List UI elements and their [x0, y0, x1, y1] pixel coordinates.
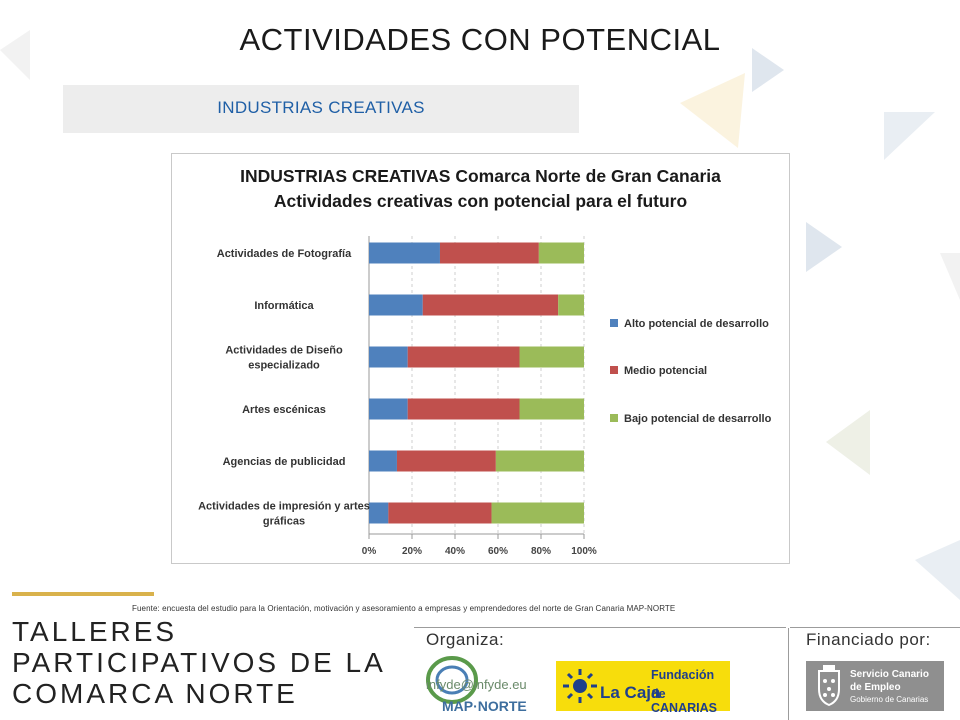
bar-segment	[369, 398, 408, 420]
map-norte-logo-text: MAP·NORTE	[442, 698, 527, 714]
x-tick-label: 60%	[488, 546, 508, 557]
talleres-line-1: TALLERES	[12, 616, 178, 647]
bar-segment	[407, 346, 520, 368]
bar-segment	[369, 242, 440, 264]
talleres-heading: TALLERES PARTICIPATIVOS DE LA COMARCA NO…	[12, 616, 386, 709]
fundacion-la-caja-logo: Fundación La Caja de CANARIAS	[556, 661, 730, 715]
talleres-line-2: PARTICIPATIVOS DE LA	[12, 647, 386, 678]
financiado-label: Financiado por:	[806, 630, 931, 649]
caja-canarias-text: de CANARIAS	[651, 687, 717, 715]
coat-of-arms-icon	[818, 665, 840, 707]
sce-line-1: Servicio Canario	[850, 669, 929, 680]
category-label: Agencias de publicidad	[223, 456, 346, 468]
section-title: INDUSTRIAS CREATIVAS	[217, 98, 425, 117]
contact-email[interactable]: infyde@infyde.eu	[426, 677, 527, 692]
accent-line	[12, 592, 154, 596]
bar-segment	[538, 242, 584, 264]
category-label: gráficas	[263, 516, 305, 528]
footer-divider-vertical	[788, 628, 789, 720]
sce-line-2: de Empleo	[850, 682, 901, 693]
bar-segment	[519, 398, 584, 420]
legend-swatch	[610, 366, 618, 374]
organiza-label: Organiza:	[426, 630, 505, 649]
bar-segment	[388, 502, 492, 524]
x-tick-label: 40%	[445, 546, 465, 557]
page-title: ACTIVIDADES CON POTENCIAL	[239, 22, 721, 57]
sce-line-3: Gobierno de Canarias	[850, 695, 929, 704]
bar-segment	[369, 502, 389, 524]
chart-title-line-1: INDUSTRIAS CREATIVAS Comarca Norte de Gr…	[240, 166, 721, 186]
footer-divider-right	[790, 627, 960, 628]
category-label: Actividades de impresión y artes	[198, 501, 370, 513]
chart-title-line-2: Actividades creativas con potencial para…	[273, 191, 688, 211]
legend-label: Bajo potencial de desarrollo	[624, 413, 772, 425]
category-label: Artes escénicas	[242, 404, 326, 416]
section-band: INDUSTRIAS CREATIVAS	[63, 85, 579, 133]
bar-segment	[519, 346, 584, 368]
legend-swatch	[610, 319, 618, 327]
bar-segment	[439, 242, 539, 264]
x-tick-label: 0%	[362, 546, 377, 557]
category-label: Informática	[254, 300, 314, 312]
legend-label: Medio potencial	[624, 365, 707, 377]
bar-segment	[558, 294, 584, 316]
x-tick-label: 100%	[571, 546, 597, 557]
category-label: Actividades de Fotografía	[217, 248, 352, 260]
servicio-canario-empleo-logo: Servicio Canario de Empleo Gobierno de C…	[806, 661, 944, 711]
caja-fundacion-text: Fundación	[651, 668, 715, 682]
bar-segment	[369, 450, 397, 472]
source-note: Fuente: encuesta del estudio para la Ori…	[132, 604, 676, 613]
bar-segment	[407, 398, 520, 420]
sun-icon	[563, 669, 597, 703]
category-label: especializado	[248, 360, 320, 372]
bar-segment	[422, 294, 559, 316]
legend-swatch	[610, 414, 618, 422]
bar-segment	[491, 502, 584, 524]
x-tick-label: 20%	[402, 546, 422, 557]
talleres-line-3: COMARCA NORTE	[12, 678, 298, 709]
bar-segment	[369, 346, 408, 368]
caja-la-caja-text: La Caja	[600, 683, 661, 702]
stacked-bar-chart: 0% 20% 40% 60% 80% 100% Actividades de Fotogra…	[198, 236, 772, 557]
chart-frame: INDUSTRIAS CREATIVAS Comarca Norte de Gr…	[171, 153, 790, 564]
x-tick-label: 80%	[531, 546, 551, 557]
bar-segment	[495, 450, 584, 472]
map-norte-logo: MAP·NORTE	[426, 656, 527, 714]
bar-segment	[369, 294, 423, 316]
legend-label: Alto potencial de desarrollo	[624, 318, 769, 330]
footer-divider-left	[414, 627, 786, 628]
category-label: Actividades de Diseño	[225, 345, 343, 357]
bar-segment	[396, 450, 496, 472]
